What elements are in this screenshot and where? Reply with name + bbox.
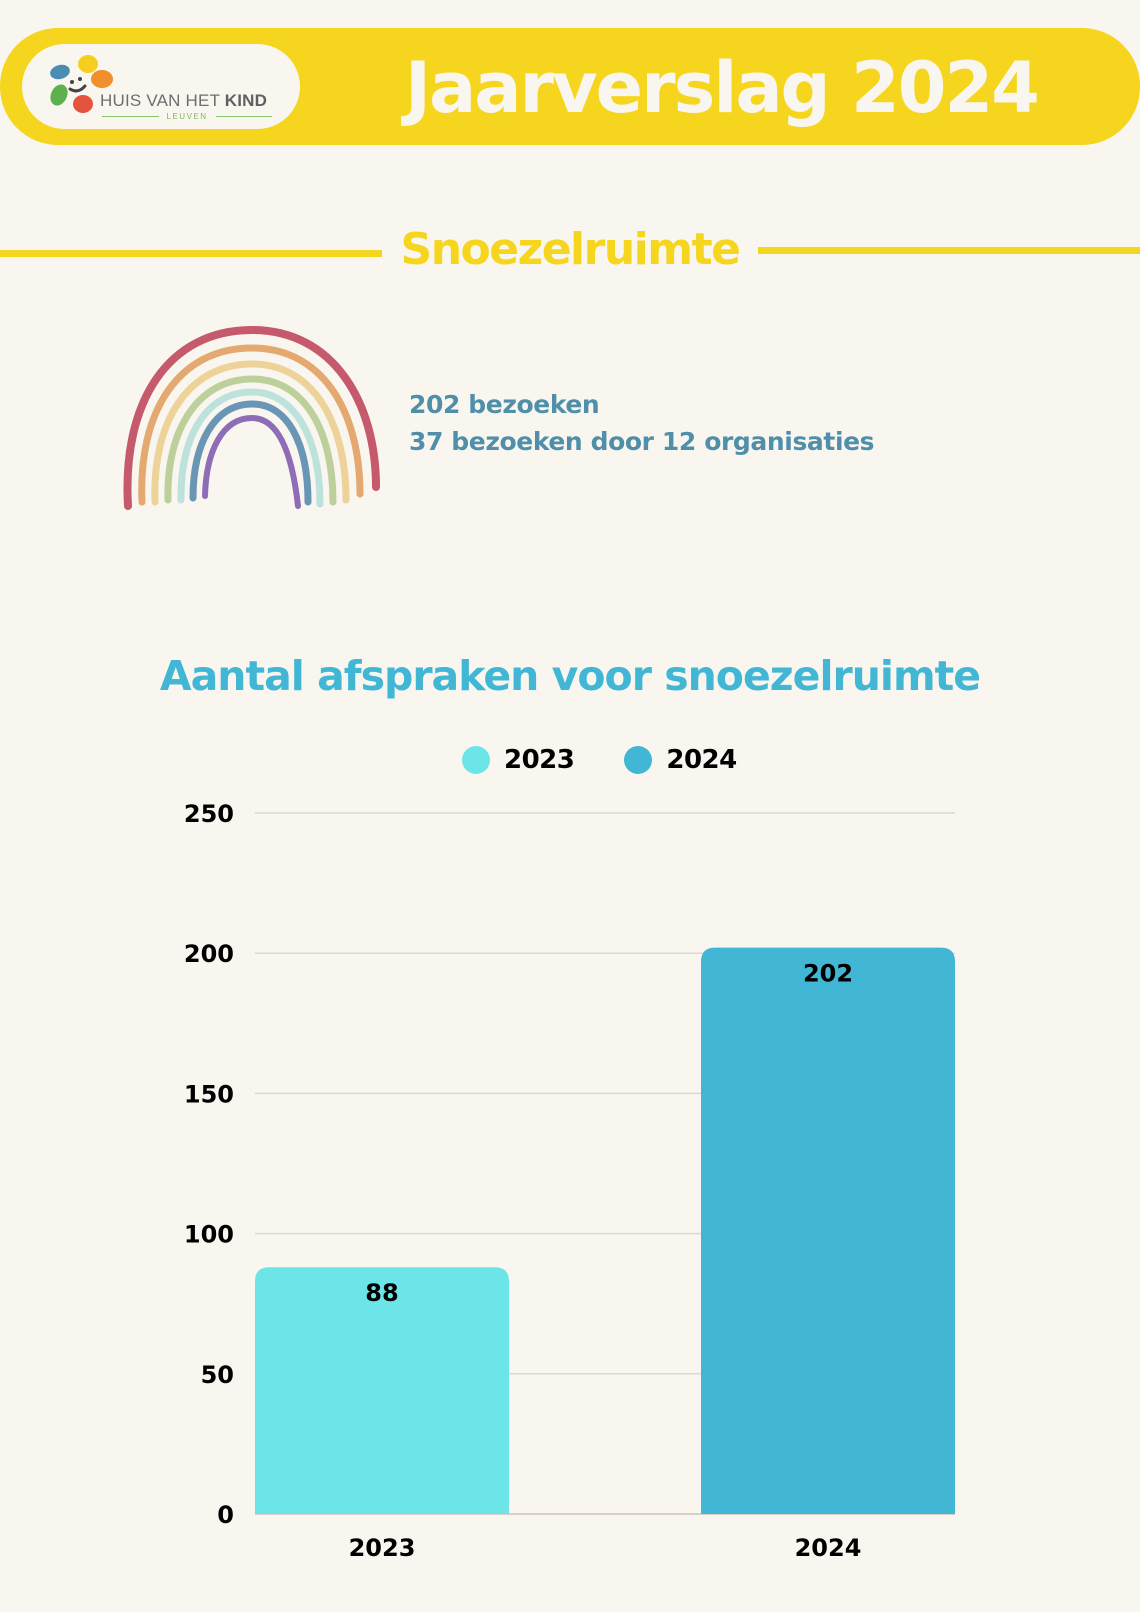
legend-label-2023: 2023 xyxy=(504,745,575,775)
stats-block: 202 bezoeken 37 bezoeken door 12 organis… xyxy=(409,386,875,460)
logo-petal xyxy=(91,70,113,88)
section-divider-left xyxy=(0,250,382,257)
rainbow-icon xyxy=(123,325,380,510)
bar-2023 xyxy=(255,1267,509,1514)
rainbow-arc xyxy=(164,375,337,506)
y-tick-label: 0 xyxy=(217,1501,234,1529)
rainbow-arc xyxy=(123,325,380,510)
legend-label-2024: 2024 xyxy=(666,745,737,775)
bar-2024 xyxy=(701,947,955,1514)
section-title: Snoezelruimte xyxy=(400,224,741,275)
rainbow-arc xyxy=(177,388,324,508)
logo-eye xyxy=(78,77,82,81)
logo-eye xyxy=(70,80,74,84)
bar-chart: 0 50 100 150 200 250 88 2023 202 2024 xyxy=(184,800,955,1562)
logo-petal xyxy=(78,55,98,73)
logo-name: HUIS VAN HET KIND xyxy=(100,91,267,111)
y-tick-label: 50 xyxy=(201,1361,234,1389)
legend-swatch-2024 xyxy=(624,746,653,774)
rainbow-arc xyxy=(151,360,350,506)
page-title: Jaarverslag 2024 xyxy=(405,47,1040,129)
rainbow-arc xyxy=(138,344,364,506)
stat-visits: 202 bezoeken xyxy=(409,390,600,419)
logo-petal xyxy=(73,95,93,113)
y-tick-label: 250 xyxy=(184,800,234,828)
divider xyxy=(102,116,159,117)
legend-item-2024: 2024 xyxy=(624,745,737,775)
divider xyxy=(215,116,273,117)
logo-petal xyxy=(50,64,70,80)
logo-smile xyxy=(68,84,87,93)
data-label-2023: 88 xyxy=(365,1279,398,1307)
y-tick-label: 150 xyxy=(184,1080,234,1108)
section-divider-right xyxy=(758,247,1140,254)
logo-petal xyxy=(50,84,68,106)
rainbow-arc xyxy=(202,414,301,509)
logo-city-row: LEUVEN xyxy=(102,112,273,121)
logo-name-regular: HUIS VAN HET xyxy=(100,91,225,110)
header-banner: HUIS VAN HET KIND LEUVEN Jaarverslag 202… xyxy=(0,28,1140,145)
chart-legend: 2023 2024 xyxy=(462,745,737,775)
legend-item-2023: 2023 xyxy=(462,745,575,775)
y-tick-label: 100 xyxy=(184,1221,234,1249)
chart-title: Aantal afspraken voor snoezelruimte xyxy=(159,652,981,700)
logo-name-bold: KIND xyxy=(224,91,268,110)
legend-swatch-2023 xyxy=(462,746,490,774)
logo[interactable]: HUIS VAN HET KIND LEUVEN xyxy=(22,44,300,129)
x-tick-label-2024: 2024 xyxy=(795,1534,862,1562)
flower-logo-icon xyxy=(50,55,113,113)
data-label-2024: 202 xyxy=(803,960,853,988)
logo-city: LEUVEN xyxy=(166,112,208,121)
stat-organisations: 37 bezoeken door 12 organisaties xyxy=(409,427,875,456)
rainbow-arc xyxy=(189,400,312,506)
y-tick-label: 200 xyxy=(184,940,234,968)
x-tick-label-2023: 2023 xyxy=(349,1534,416,1562)
